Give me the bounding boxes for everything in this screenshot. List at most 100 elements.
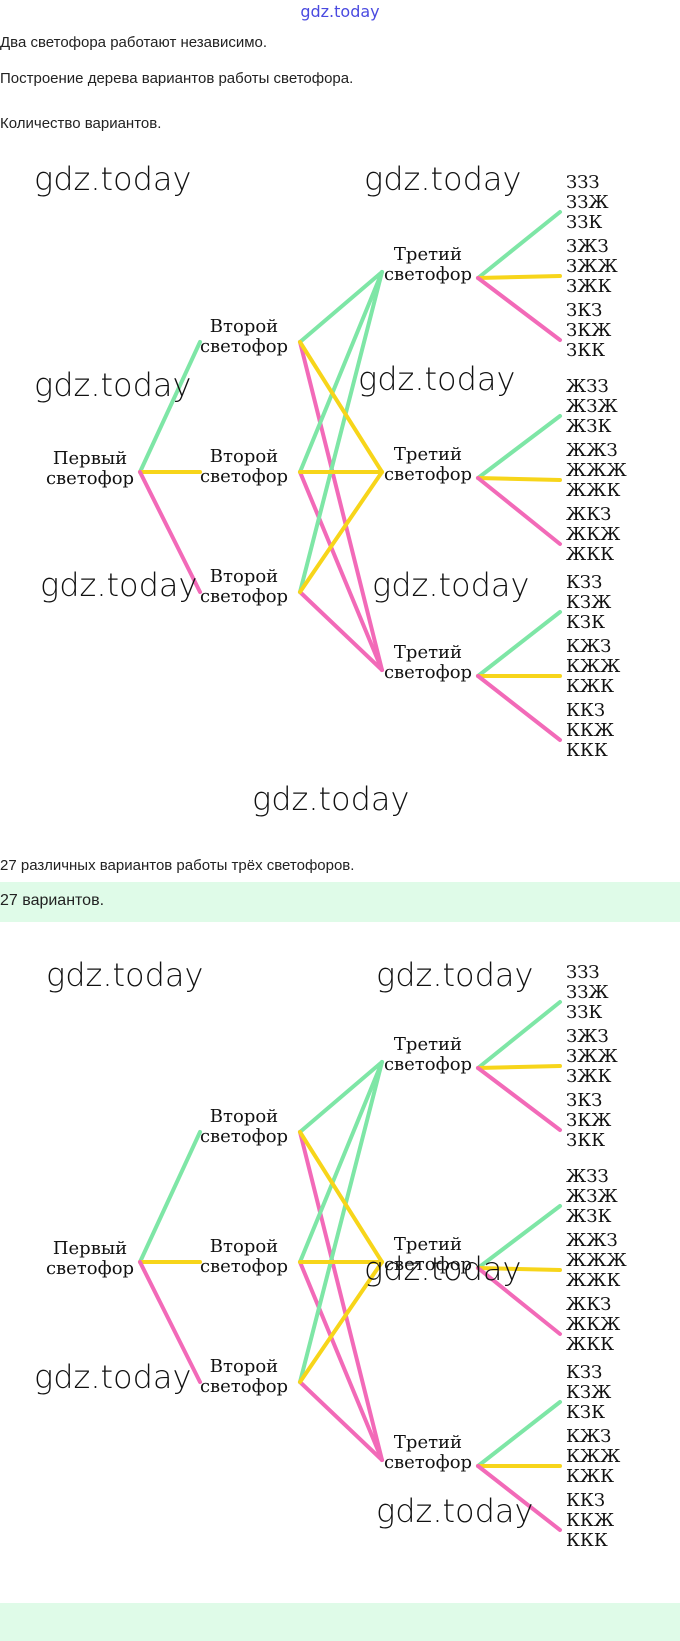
- outcome-leaf: ЗКК: [566, 1130, 605, 1151]
- tree-edge: [298, 1260, 384, 1384]
- watermark-text: gdz.today: [376, 1492, 533, 1530]
- tree-edge: [298, 1380, 384, 1462]
- tree-edge: [298, 1260, 384, 1462]
- outcome-leaf: ЖКЖ: [566, 524, 621, 545]
- tree-edge: [476, 1000, 562, 1070]
- outcome-leaf: КЗК: [566, 612, 605, 633]
- text-independent: Два светофора работают независимо.: [0, 34, 268, 51]
- outcome-leaf: ККК: [566, 740, 608, 761]
- tree-edge: [476, 674, 562, 742]
- tree-edge: [298, 590, 384, 672]
- outcome-leaf: ККЗ: [566, 700, 605, 721]
- watermark-text: gdz.today: [372, 566, 529, 604]
- text-27-variants: 27 различных вариантов работы трёх свето…: [0, 857, 355, 874]
- watermark-text: gdz.today: [376, 956, 533, 994]
- tree-edge: [298, 340, 384, 474]
- tree-edge: [138, 1130, 202, 1264]
- tree-edge: [476, 1064, 562, 1070]
- second-light-label: Второй светофор: [200, 1356, 288, 1397]
- outcome-leaf: ЖЖК: [566, 1270, 620, 1291]
- outcome-leaf: КЖЗ: [566, 1426, 611, 1447]
- tree-edge: [476, 1266, 562, 1336]
- site-watermark-header: gdz.today: [300, 2, 380, 21]
- outcome-leaf: ЗЗЖ: [566, 192, 609, 213]
- second-light-label: Второй светофор: [200, 316, 288, 357]
- tree-edge: [476, 476, 562, 546]
- outcome-leaf: ЗЖК: [566, 276, 611, 297]
- outcome-leaf: КЖЖ: [566, 1446, 621, 1467]
- text-count: Количество вариантов.: [0, 115, 162, 132]
- third-light-label: Третий светофор: [384, 1034, 472, 1075]
- first-light-label: Первый светофор: [46, 1238, 134, 1279]
- outcome-leaf: ЖЗЗ: [566, 376, 609, 397]
- outcome-leaf: ЗЖЗ: [566, 236, 609, 257]
- outcome-leaf: ЗКЖ: [566, 320, 612, 341]
- outcome-leaf: ЗЗЗ: [566, 172, 600, 193]
- answer-band: [0, 882, 680, 922]
- second-light-label: Второй светофор: [200, 566, 288, 607]
- bottom-answer-band: [0, 1603, 680, 1641]
- outcome-leaf: ЗЗЖ: [566, 982, 609, 1003]
- watermark-text: gdz.today: [34, 366, 191, 404]
- outcome-leaf: ЗЖК: [566, 1066, 611, 1087]
- tree-edge: [476, 610, 562, 678]
- third-light-label: Третий светофор: [384, 1432, 472, 1473]
- outcome-leaf: ЖЗК: [566, 1206, 611, 1227]
- outcome-leaf: ЖЗК: [566, 416, 611, 437]
- tree-edge: [138, 470, 202, 594]
- tree-edge: [298, 270, 384, 344]
- tree-edge: [298, 270, 384, 594]
- text-build-tree: Построение дерева вариантов работы свето…: [0, 70, 354, 87]
- outcome-leaf: КЗЖ: [566, 1382, 612, 1403]
- outcome-leaf: ЖКЗ: [566, 1294, 611, 1315]
- watermark-text: gdz.today: [364, 160, 521, 198]
- watermark-text: gdz.today: [46, 956, 203, 994]
- tree-edge: [298, 470, 384, 672]
- tree-edge: [476, 1464, 562, 1532]
- tree-edge: [476, 1400, 562, 1468]
- tree-edge: [476, 276, 562, 342]
- third-light-label: Третий светофор: [384, 1234, 472, 1275]
- watermark-text: gdz.today: [40, 566, 197, 604]
- tree-edge: [476, 274, 562, 280]
- watermark-text: gdz.today: [34, 160, 191, 198]
- tree-edge: [298, 1060, 384, 1264]
- outcome-leaf: ЖЖЗ: [566, 1230, 618, 1251]
- watermark-text: gdz.today: [364, 1250, 521, 1288]
- watermark-text: gdz.today: [358, 360, 515, 398]
- third-light-label: Третий светофор: [384, 444, 472, 485]
- outcome-leaf: ККЖ: [566, 1510, 615, 1531]
- outcome-leaf: КЖЗ: [566, 636, 611, 657]
- outcome-leaf: ЗЗК: [566, 212, 602, 233]
- second-light-label: Второй светофор: [200, 1236, 288, 1277]
- watermark-text: gdz.today: [34, 1358, 191, 1396]
- tree-edge: [476, 1066, 562, 1132]
- outcome-leaf: ЖКЗ: [566, 504, 611, 525]
- outcome-leaf: ЖЖЖ: [566, 460, 627, 481]
- outcome-leaf: КЗЗ: [566, 572, 602, 593]
- outcome-leaf: ЗЖЖ: [566, 1046, 618, 1067]
- outcome-leaf: ЖЖЖ: [566, 1250, 627, 1271]
- outcome-leaf: ЖКЖ: [566, 1314, 621, 1335]
- tree-edge: [476, 1266, 562, 1272]
- outcome-leaf: ККЗ: [566, 1490, 605, 1511]
- tree-edge: [298, 1060, 384, 1384]
- watermark-text: gdz.today: [252, 780, 409, 818]
- tree-edge: [298, 270, 384, 474]
- variant-tree-diagram: Первый светофор Второй светофор Второй светоф…: [34, 160, 627, 818]
- second-light-label: Второй светофор: [200, 1106, 288, 1147]
- tree-edge: [476, 414, 562, 480]
- outcome-leaf: ЖКК: [566, 1334, 614, 1355]
- outcome-leaf: ЖЗЖ: [566, 1186, 618, 1207]
- outcome-leaf: КЖЖ: [566, 656, 621, 677]
- first-light-label: Первый светофор: [46, 448, 134, 489]
- outcome-leaf: ЗЗЗ: [566, 962, 600, 983]
- outcome-leaf: ККЖ: [566, 720, 615, 741]
- outcome-leaf: ЗЗК: [566, 1002, 602, 1023]
- outcome-leaf: ЗКЗ: [566, 300, 602, 321]
- outcome-leaf: ЖЖК: [566, 480, 620, 501]
- outcome-leaf: ККК: [566, 1530, 608, 1551]
- outcome-leaf: ЗКЗ: [566, 1090, 602, 1111]
- answer-text: 27 вариантов.: [0, 892, 105, 909]
- tree-edge: [298, 470, 384, 594]
